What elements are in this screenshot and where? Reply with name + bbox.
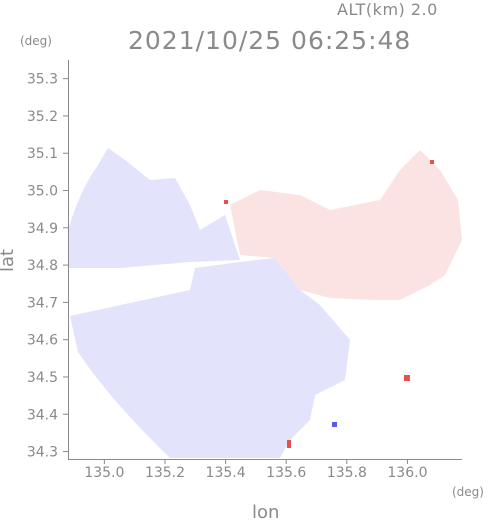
- x-tick-label: 135.0: [84, 465, 124, 481]
- scan-timestamp: 2021/10/25 06:25:48: [128, 26, 412, 55]
- velocity-field: [68, 148, 462, 458]
- y-tick-label: 34.6: [27, 333, 58, 349]
- y-axis-title: lat: [0, 248, 19, 273]
- strong-cell: [404, 375, 410, 381]
- y-tick-label: 35.1: [27, 146, 58, 162]
- x-tick-label: 136.0: [387, 465, 427, 481]
- y-tick-label: 34.3: [27, 445, 58, 461]
- y-tick-label: 34.9: [27, 221, 58, 237]
- strong-cell: [430, 160, 434, 164]
- receding-region-northeast: [230, 150, 462, 300]
- y-tick-label: 34.4: [27, 407, 58, 423]
- y-tick-label: 35.3: [27, 72, 58, 88]
- x-tick-label: 135.4: [206, 465, 246, 481]
- x-tick-label: 135.2: [145, 465, 185, 481]
- strong-cell: [332, 422, 337, 427]
- y-tick-label: 35.2: [27, 109, 58, 125]
- y-unit-label: (deg): [20, 34, 52, 48]
- x-axis-title: lon: [252, 502, 280, 523]
- y-tick-label: 34.8: [27, 258, 58, 274]
- strong-cell: [287, 440, 291, 448]
- y-tick-label: 35.0: [27, 184, 58, 200]
- strong-cell: [224, 200, 228, 204]
- axis-ticks: 35.3 35.2 35.1 35.0 34.9 34.8 34.7 34.6 34.5 34.4…: [27, 72, 428, 481]
- approaching-region-northwest: [68, 148, 240, 268]
- y-tick-label: 34.7: [27, 295, 58, 311]
- y-tick-label: 34.5: [27, 370, 58, 386]
- approaching-region-south: [70, 258, 350, 458]
- altitude-label: ALT(km) 2.0: [337, 0, 438, 19]
- axes-frame: [68, 60, 462, 460]
- x-unit-label: (deg): [452, 485, 484, 499]
- x-tick-label: 135.8: [327, 465, 367, 481]
- x-tick-label: 135.6: [266, 465, 306, 481]
